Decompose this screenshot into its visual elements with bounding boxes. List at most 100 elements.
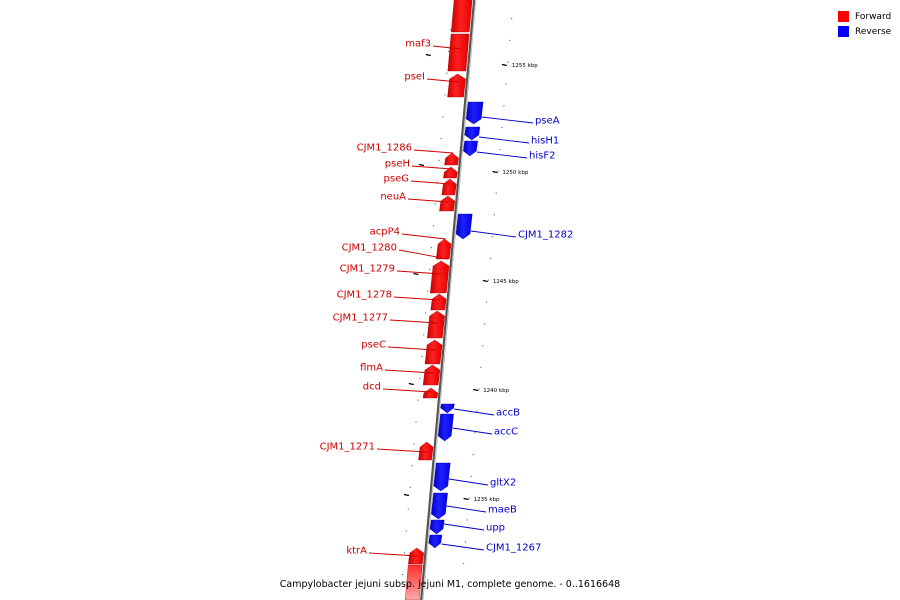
- gene-label: ktrA: [346, 546, 367, 557]
- position-marker: [403, 493, 410, 497]
- gene-label: hisF2: [529, 151, 555, 162]
- gene-pseI: [447, 73, 466, 98]
- scale-tick: [501, 63, 508, 67]
- gene-label: dcd: [363, 382, 381, 393]
- gene-label: CJM1_1280: [342, 243, 397, 254]
- gene-hisH1: [464, 126, 481, 141]
- gene-labels: maf3 pseI CJM1_1286 pseH pseG neuA acpP4 CJM1_1…: [320, 39, 574, 557]
- minor-tick-dots: [401, 18, 513, 576]
- minor-tick-dot: [486, 301, 488, 303]
- gene-leader-line: [407, 198, 449, 203]
- minor-tick-dot: [450, 29, 452, 31]
- gene-bottom-partial: [404, 564, 423, 600]
- legend: Forward Reverse: [838, 9, 891, 39]
- gene-leader-line: [410, 180, 451, 185]
- gene-gltX2: [433, 462, 451, 492]
- gene-accB: [440, 403, 455, 414]
- scale-tick: [492, 170, 498, 174]
- gene-label: pseC: [361, 340, 386, 351]
- minor-tick-dot: [442, 116, 444, 118]
- gene-label: CJM1_1282: [518, 230, 573, 241]
- minor-tick-dot: [470, 475, 472, 477]
- gene-leader-line: [481, 116, 534, 124]
- minor-tick-dot: [487, 279, 490, 281]
- legend-reverse: Reverse: [838, 24, 891, 39]
- gene-leader-line: [387, 346, 436, 351]
- gene-label: CJM1_1267: [486, 543, 541, 554]
- minor-tick-dot: [403, 552, 406, 554]
- gene-leader-line: [396, 270, 442, 275]
- gene-leader-line: [470, 230, 517, 238]
- gene-label: upp: [486, 523, 505, 534]
- minor-tick-dot: [505, 83, 507, 85]
- minor-tick-dot: [493, 214, 495, 216]
- minor-tick-dot: [407, 508, 409, 510]
- minor-tick-dot: [507, 61, 509, 63]
- gene-leader-line: [444, 523, 485, 531]
- gene-pseH: [443, 166, 458, 179]
- gene-leader-line: [452, 427, 493, 435]
- minor-tick-dot: [432, 225, 434, 227]
- minor-tick-dot: [478, 388, 480, 390]
- position-marker: [425, 53, 431, 57]
- minor-tick-dot: [476, 410, 478, 412]
- gene-leader-line: [479, 136, 530, 144]
- gene-CJM1_1271: [418, 441, 434, 461]
- gene-leader-line: [446, 505, 487, 513]
- minor-tick-dot: [448, 50, 450, 52]
- gene-label: gltX2: [490, 478, 516, 489]
- forward-swatch: [838, 11, 849, 22]
- gene-label: maf3: [405, 39, 431, 50]
- gene-label: pseA: [535, 116, 560, 127]
- gene-pseC: [424, 339, 443, 365]
- minor-tick-dot: [499, 148, 501, 150]
- gene-label: accB: [496, 408, 520, 419]
- minor-tick-dot: [436, 181, 438, 183]
- legend-reverse-label: Reverse: [855, 26, 892, 37]
- gene-label: acpP4: [370, 227, 400, 238]
- gene-dcd: [422, 387, 439, 399]
- minor-tick-dot: [411, 465, 413, 467]
- gene-top-partial: [451, 0, 473, 33]
- gene-CJM1_1277: [427, 310, 445, 339]
- gene-acpP4: [436, 238, 452, 260]
- gene-neuA: [439, 195, 456, 212]
- gene-CJM1_1286: [444, 152, 459, 166]
- gene-CJM1_1282: [455, 213, 473, 240]
- scale-tick-label: 1235 kbp: [474, 497, 500, 503]
- minor-tick-dot: [501, 127, 503, 129]
- minor-tick-dot: [472, 454, 474, 456]
- reverse-swatch: [838, 26, 849, 37]
- minor-tick-dot: [421, 356, 423, 358]
- minor-tick-dot: [491, 236, 493, 238]
- minor-tick-dot: [480, 366, 482, 368]
- gene-leader-line: [393, 296, 440, 301]
- minor-tick-dot: [419, 377, 421, 379]
- minor-tick-dot: [464, 541, 467, 543]
- legend-forward-label: Forward: [855, 11, 892, 22]
- gene-leader-line: [426, 78, 459, 83]
- gene-leader-line: [448, 478, 489, 486]
- minor-tick-dot: [489, 257, 492, 259]
- minor-tick-dot: [405, 530, 408, 532]
- gene-leader-line: [398, 249, 448, 260]
- genome-backbone: [420, 0, 477, 600]
- minor-tick-dot: [444, 94, 446, 96]
- gene-label: maeB: [488, 505, 517, 516]
- position-marker: [418, 163, 425, 167]
- minor-tick-dot: [511, 18, 513, 20]
- gene-label: CJM1_1271: [320, 442, 375, 453]
- position-marker: [408, 382, 414, 386]
- minor-tick-dot: [474, 432, 476, 434]
- minor-tick-dot: [497, 170, 499, 172]
- minor-tick-dot: [413, 443, 415, 445]
- minor-tick-dot: [428, 268, 431, 270]
- gene-leader-line: [384, 369, 434, 374]
- gene-flmA: [422, 364, 441, 386]
- minor-tick-dot: [417, 399, 419, 401]
- minor-tick-dot: [434, 203, 436, 205]
- minor-tick-dot: [495, 192, 497, 194]
- gene-leader-line: [368, 552, 418, 557]
- legend-forward: Forward: [838, 9, 891, 24]
